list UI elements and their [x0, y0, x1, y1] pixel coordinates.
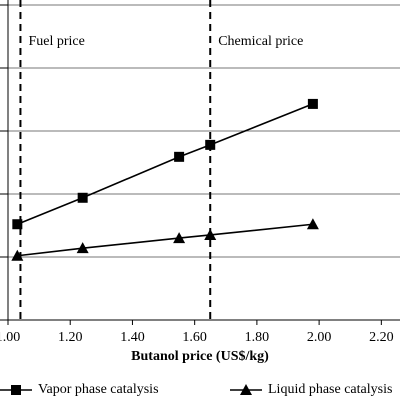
- x-tick-label: 1.00: [0, 330, 20, 345]
- reference-label: Chemical price: [218, 34, 303, 49]
- marker: [11, 249, 24, 261]
- x-tick-label: 1.60: [182, 330, 207, 345]
- marker: [11, 385, 21, 395]
- marker: [306, 218, 319, 230]
- series-line: [17, 223, 313, 257]
- marker: [205, 139, 216, 150]
- reference-label: Fuel price: [28, 34, 84, 49]
- marker: [307, 98, 318, 109]
- marker: [173, 232, 186, 244]
- series-line: [17, 103, 314, 225]
- x-tick-label: 2.20: [369, 330, 394, 345]
- legend-label: Vapor phase catalysis: [38, 382, 159, 397]
- marker: [76, 242, 89, 254]
- x-tick-label: 1.80: [245, 330, 270, 345]
- marker: [204, 228, 217, 240]
- x-tick-label: 1.20: [58, 330, 83, 345]
- marker: [77, 192, 88, 203]
- x-tick-label: 2.00: [307, 330, 332, 345]
- marker: [12, 219, 23, 230]
- x-axis-label: Butanol price (US$/kg): [131, 349, 269, 364]
- x-tick-label: 1.40: [120, 330, 145, 345]
- marker: [174, 151, 185, 162]
- marker: [240, 384, 252, 395]
- legend-label: Liquid phase catalysis: [268, 382, 392, 397]
